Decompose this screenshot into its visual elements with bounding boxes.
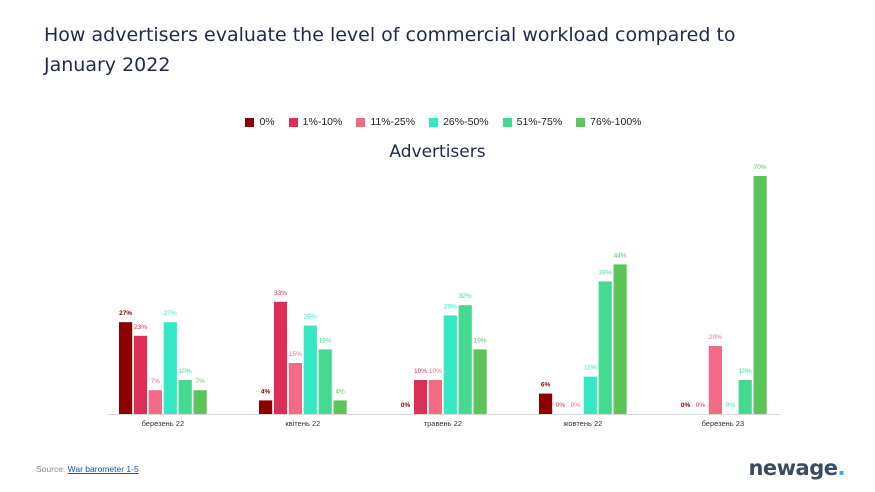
legend-label: 0% — [259, 116, 275, 128]
data-label: 0% — [571, 402, 581, 409]
data-label: 6% — [541, 382, 551, 389]
bar — [318, 349, 332, 414]
chart-title: Advertisers — [389, 142, 486, 162]
bar — [708, 346, 722, 414]
category-label: березень 23 — [702, 419, 745, 428]
data-label: 4% — [335, 388, 345, 395]
data-label: 0% — [556, 402, 566, 409]
data-label: 10% — [414, 368, 427, 375]
bar — [288, 363, 302, 414]
legend-item-5: 76%-100% — [576, 116, 642, 128]
data-label: 20% — [709, 334, 722, 341]
category-label: травень 22 — [424, 419, 462, 428]
data-label: 4% — [261, 388, 271, 395]
data-label: 29% — [444, 303, 457, 310]
data-label: 27% — [119, 310, 132, 317]
bar — [178, 380, 192, 414]
bar — [163, 322, 177, 414]
data-label: 11% — [584, 365, 597, 372]
bar — [303, 325, 317, 414]
bar — [259, 400, 273, 414]
data-label: 19% — [474, 337, 487, 344]
legend-label: 26%-50% — [443, 116, 489, 128]
data-label: 7% — [195, 378, 205, 385]
logo-dot: . — [837, 456, 846, 480]
data-label: 23% — [134, 324, 147, 331]
data-label: 10% — [739, 368, 752, 375]
bar — [753, 176, 767, 414]
data-label: 19% — [319, 337, 332, 344]
data-label: 27% — [164, 310, 177, 317]
legend-swatch — [429, 117, 439, 127]
logo-text: newage — [748, 456, 838, 480]
bar — [333, 400, 347, 414]
data-label: 0% — [401, 402, 411, 409]
legend-swatch — [288, 117, 298, 127]
legend-swatch — [245, 117, 255, 127]
bar — [193, 390, 207, 414]
bar — [428, 380, 442, 414]
data-label: 10% — [179, 368, 192, 375]
data-label: 0% — [681, 402, 691, 409]
legend-label: 1%-10% — [302, 116, 343, 128]
data-label: 10% — [429, 368, 442, 375]
legend-swatch — [356, 117, 366, 127]
legend-label: 76%-100% — [590, 116, 642, 128]
data-label: 32% — [459, 293, 472, 300]
bar — [413, 380, 428, 414]
category-label: жовтень 22 — [563, 419, 602, 428]
slide-title: How advertisers evaluate the level of co… — [44, 20, 804, 80]
bar — [583, 376, 597, 414]
bar — [458, 305, 472, 414]
legend-item-3: 26%-50% — [429, 116, 489, 128]
slide-title-line-1: How advertisers evaluate the level of co… — [44, 24, 736, 46]
legend-swatch — [502, 117, 512, 127]
slide-title-line-2: January 2022 — [44, 54, 171, 76]
source-link[interactable]: War barometer 1-5 — [67, 464, 139, 474]
bar — [473, 349, 487, 414]
data-label: 44% — [614, 252, 627, 259]
bar — [443, 315, 457, 414]
legend-swatch — [576, 117, 586, 127]
data-label: 0% — [726, 402, 736, 409]
legend-item-0: 0% — [245, 116, 275, 128]
bar — [613, 264, 627, 414]
legend-item-4: 51%-75% — [502, 116, 563, 128]
source-prefix: Source: — [36, 464, 68, 474]
data-label: 39% — [599, 269, 612, 276]
bar — [273, 301, 288, 414]
data-label: 7% — [151, 378, 161, 385]
bar — [738, 380, 752, 414]
bar — [539, 393, 553, 414]
data-label: 33% — [274, 290, 287, 297]
bar — [133, 335, 148, 414]
data-label: 70% — [754, 164, 767, 171]
bar — [148, 390, 162, 414]
category-label: квітень 22 — [285, 419, 320, 428]
source-note: Source: War barometer 1-5 — [36, 464, 139, 474]
data-label: 0% — [696, 402, 706, 409]
legend-label: 11%-25% — [370, 116, 416, 128]
newage-logo: newage. — [748, 456, 845, 480]
data-label: 26% — [304, 314, 317, 321]
data-label: 15% — [289, 351, 302, 358]
legend-item-2: 11%-25% — [356, 116, 415, 128]
category-label: березень 22 — [142, 419, 185, 428]
bar — [119, 322, 133, 414]
legend-item-1: 1%-10% — [288, 116, 343, 128]
chart-legend: 0% 1%-10% 11%-25% 26%-50% 51%-75% 76%-10… — [0, 116, 875, 128]
bar — [598, 281, 612, 414]
legend-label: 51%-75% — [516, 116, 563, 128]
